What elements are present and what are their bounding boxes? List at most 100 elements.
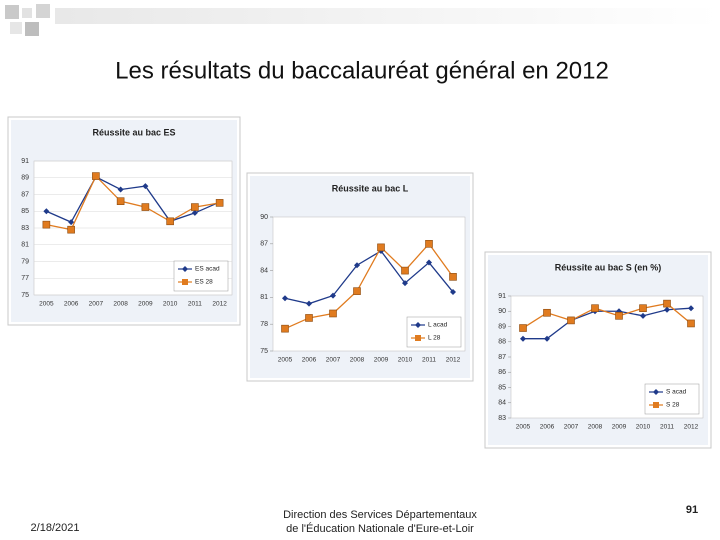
series-line — [46, 176, 220, 223]
point — [615, 312, 623, 320]
point — [591, 304, 599, 313]
y-tick-label: 81 — [260, 294, 268, 301]
point — [117, 186, 124, 193]
corner-decoration — [5, 4, 720, 36]
y-tick-label: 83 — [498, 415, 506, 422]
x-tick-label: 2010 — [398, 357, 413, 364]
y-tick-label: 84 — [498, 400, 506, 407]
y-tick-label: 87 — [260, 241, 268, 248]
y-tick-label: 88 — [498, 339, 506, 346]
x-tick-label: 2009 — [612, 424, 627, 431]
point — [425, 240, 433, 248]
point — [640, 312, 646, 319]
point — [688, 305, 694, 312]
x-tick-label: 2011 — [660, 424, 674, 431]
slide-title: Les résultats du baccalauréat général en… — [115, 57, 609, 84]
y-tick-label: 91 — [21, 158, 29, 165]
series-line — [284, 250, 454, 305]
point — [330, 292, 336, 299]
y-tick-label: 81 — [21, 242, 29, 249]
deco-square — [36, 4, 50, 18]
series-line — [522, 302, 692, 329]
x-tick-label: 2009 — [374, 357, 389, 364]
x-tick-label: 2012 — [684, 424, 699, 431]
legend-box — [406, 316, 462, 348]
x-tick-label: 2010 — [163, 301, 178, 308]
point — [449, 273, 457, 281]
point — [306, 300, 312, 307]
y-tick-label: 83 — [21, 225, 29, 232]
point — [687, 319, 695, 328]
point — [92, 172, 100, 180]
point — [544, 335, 550, 342]
point — [191, 203, 199, 211]
legend-marker — [415, 322, 421, 328]
deco-band — [55, 8, 720, 24]
legend-marker — [182, 279, 188, 285]
legend-label: ES acad — [195, 266, 220, 273]
point — [402, 280, 408, 287]
point — [305, 314, 313, 322]
legend-box — [644, 383, 700, 415]
series-line — [284, 242, 454, 330]
point — [281, 324, 289, 333]
x-tick-label: 2007 — [89, 301, 104, 308]
y-tick-label: 89 — [21, 175, 29, 182]
point — [450, 289, 456, 296]
legend-marker — [182, 266, 188, 272]
legend-box — [173, 260, 229, 292]
point — [67, 225, 75, 234]
point — [543, 308, 551, 317]
x-tick-label: 2010 — [636, 424, 651, 431]
point — [215, 199, 224, 207]
page-number: 91 — [686, 504, 698, 516]
point — [520, 335, 526, 342]
chart-title: Réussite au bac ES — [92, 127, 175, 137]
deco-square — [25, 22, 39, 36]
y-tick-label: 75 — [21, 292, 29, 299]
point — [282, 295, 288, 302]
x-tick-label: 2006 — [540, 424, 555, 431]
point — [639, 304, 647, 313]
y-tick-label: 87 — [498, 354, 506, 361]
deco-square — [10, 22, 22, 34]
point — [142, 183, 149, 190]
x-tick-label: 2005 — [39, 301, 54, 308]
point — [567, 316, 575, 325]
point — [191, 209, 198, 216]
chart-title: Réussite au bac S (en %) — [555, 262, 662, 272]
x-tick-label: 2007 — [326, 357, 341, 364]
x-tick-label: 2005 — [278, 357, 293, 364]
x-tick-label: 2006 — [302, 357, 317, 364]
point — [42, 220, 51, 229]
series-line — [46, 174, 220, 231]
legend-marker — [653, 389, 659, 395]
x-tick-label: 2008 — [588, 424, 603, 431]
chart: Réussite au bac L 75 78 81 84 87 90 2005 2006 200… — [246, 172, 474, 382]
point — [664, 306, 670, 313]
y-tick-label: 84 — [260, 267, 268, 274]
y-tick-label: 86 — [498, 369, 506, 376]
x-tick-label: 2011 — [188, 301, 202, 308]
y-tick-label: 90 — [498, 308, 506, 315]
chart: Réussite au bac ES 75 77 79 81 83 85 87 89 91 2005… — [7, 116, 241, 326]
deco-square — [5, 5, 19, 19]
point — [354, 262, 360, 269]
x-tick-label: 2007 — [564, 424, 579, 431]
chart-title: Réussite au bac L — [332, 183, 409, 193]
footer-line: de l'Éducation Nationale d'Eure-et-Loir — [286, 522, 474, 535]
x-tick-label: 2008 — [350, 357, 365, 364]
y-tick-label: 75 — [260, 348, 268, 355]
chart: Réussite au bac S (en %) 83 84 85 86 87 88 89 90… — [484, 251, 712, 449]
legend-marker — [415, 335, 421, 341]
point — [353, 287, 361, 295]
x-tick-label: 2012 — [212, 301, 227, 308]
slide-date: 2/18/2021 — [31, 522, 80, 534]
point — [426, 259, 432, 266]
legend-label: L acad — [428, 322, 448, 329]
x-tick-label: 2009 — [138, 301, 153, 308]
footer-line: Direction des Services Départementaux — [283, 509, 477, 521]
point — [401, 266, 409, 275]
y-tick-label: 78 — [260, 321, 268, 328]
